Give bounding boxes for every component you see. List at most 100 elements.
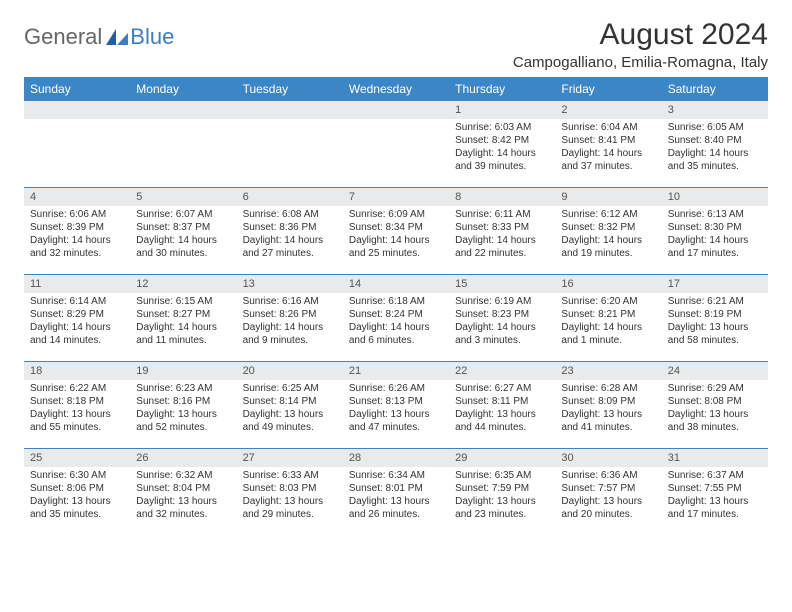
logo: General Blue bbox=[24, 18, 174, 50]
header: General Blue August 2024 Campogalliano, … bbox=[24, 18, 768, 71]
day-number bbox=[343, 101, 449, 119]
sunrise-text: Sunrise: 6:15 AM bbox=[136, 295, 230, 308]
day-cell bbox=[24, 101, 130, 187]
day-cell: 3Sunrise: 6:05 AMSunset: 8:40 PMDaylight… bbox=[662, 101, 768, 187]
day-number: 26 bbox=[130, 449, 236, 467]
daylight-text: Daylight: 14 hours and 3 minutes. bbox=[455, 321, 549, 347]
day-number: 22 bbox=[449, 362, 555, 380]
day-number: 16 bbox=[555, 275, 661, 293]
day-body bbox=[24, 119, 130, 125]
day-number: 11 bbox=[24, 275, 130, 293]
day-cell: 13Sunrise: 6:16 AMSunset: 8:26 PMDayligh… bbox=[237, 275, 343, 361]
day-cell: 21Sunrise: 6:26 AMSunset: 8:13 PMDayligh… bbox=[343, 362, 449, 448]
day-cell: 2Sunrise: 6:04 AMSunset: 8:41 PMDaylight… bbox=[555, 101, 661, 187]
day-body: Sunrise: 6:18 AMSunset: 8:24 PMDaylight:… bbox=[343, 293, 449, 351]
day-number: 9 bbox=[555, 188, 661, 206]
day-body: Sunrise: 6:23 AMSunset: 8:16 PMDaylight:… bbox=[130, 380, 236, 438]
weekday-header: Tuesday bbox=[237, 77, 343, 101]
sunset-text: Sunset: 8:13 PM bbox=[349, 395, 443, 408]
sunset-text: Sunset: 8:21 PM bbox=[561, 308, 655, 321]
sunset-text: Sunset: 8:29 PM bbox=[30, 308, 124, 321]
weekday-header: Saturday bbox=[662, 77, 768, 101]
day-cell: 18Sunrise: 6:22 AMSunset: 8:18 PMDayligh… bbox=[24, 362, 130, 448]
sunrise-text: Sunrise: 6:29 AM bbox=[668, 382, 762, 395]
day-number: 27 bbox=[237, 449, 343, 467]
daylight-text: Daylight: 14 hours and 19 minutes. bbox=[561, 234, 655, 260]
sunrise-text: Sunrise: 6:23 AM bbox=[136, 382, 230, 395]
day-number: 19 bbox=[130, 362, 236, 380]
daylight-text: Daylight: 13 hours and 17 minutes. bbox=[668, 495, 762, 521]
daylight-text: Daylight: 14 hours and 9 minutes. bbox=[243, 321, 337, 347]
day-body: Sunrise: 6:30 AMSunset: 8:06 PMDaylight:… bbox=[24, 467, 130, 525]
day-number: 20 bbox=[237, 362, 343, 380]
day-body: Sunrise: 6:05 AMSunset: 8:40 PMDaylight:… bbox=[662, 119, 768, 177]
daylight-text: Daylight: 14 hours and 17 minutes. bbox=[668, 234, 762, 260]
sunrise-text: Sunrise: 6:22 AM bbox=[30, 382, 124, 395]
day-body: Sunrise: 6:28 AMSunset: 8:09 PMDaylight:… bbox=[555, 380, 661, 438]
sunset-text: Sunset: 8:41 PM bbox=[561, 134, 655, 147]
day-cell: 27Sunrise: 6:33 AMSunset: 8:03 PMDayligh… bbox=[237, 449, 343, 535]
day-number: 10 bbox=[662, 188, 768, 206]
day-number: 4 bbox=[24, 188, 130, 206]
day-cell bbox=[237, 101, 343, 187]
daylight-text: Daylight: 14 hours and 25 minutes. bbox=[349, 234, 443, 260]
day-cell: 15Sunrise: 6:19 AMSunset: 8:23 PMDayligh… bbox=[449, 275, 555, 361]
day-body: Sunrise: 6:35 AMSunset: 7:59 PMDaylight:… bbox=[449, 467, 555, 525]
sunset-text: Sunset: 8:30 PM bbox=[668, 221, 762, 234]
sunrise-text: Sunrise: 6:35 AM bbox=[455, 469, 549, 482]
day-cell: 23Sunrise: 6:28 AMSunset: 8:09 PMDayligh… bbox=[555, 362, 661, 448]
daylight-text: Daylight: 13 hours and 29 minutes. bbox=[243, 495, 337, 521]
day-number: 17 bbox=[662, 275, 768, 293]
sunset-text: Sunset: 8:18 PM bbox=[30, 395, 124, 408]
day-number: 7 bbox=[343, 188, 449, 206]
sunset-text: Sunset: 7:55 PM bbox=[668, 482, 762, 495]
daylight-text: Daylight: 13 hours and 49 minutes. bbox=[243, 408, 337, 434]
sunrise-text: Sunrise: 6:34 AM bbox=[349, 469, 443, 482]
day-cell: 12Sunrise: 6:15 AMSunset: 8:27 PMDayligh… bbox=[130, 275, 236, 361]
daylight-text: Daylight: 14 hours and 37 minutes. bbox=[561, 147, 655, 173]
day-body: Sunrise: 6:03 AMSunset: 8:42 PMDaylight:… bbox=[449, 119, 555, 177]
sunrise-text: Sunrise: 6:06 AM bbox=[30, 208, 124, 221]
sunrise-text: Sunrise: 6:05 AM bbox=[668, 121, 762, 134]
day-number: 25 bbox=[24, 449, 130, 467]
day-number bbox=[24, 101, 130, 119]
daylight-text: Daylight: 13 hours and 47 minutes. bbox=[349, 408, 443, 434]
sunrise-text: Sunrise: 6:28 AM bbox=[561, 382, 655, 395]
sunrise-text: Sunrise: 6:04 AM bbox=[561, 121, 655, 134]
day-number: 30 bbox=[555, 449, 661, 467]
week-row: 4Sunrise: 6:06 AMSunset: 8:39 PMDaylight… bbox=[24, 187, 768, 274]
day-body bbox=[343, 119, 449, 125]
day-cell: 10 Sunrise: 6:13 AMSunset: 8:30 PMDayligh… bbox=[662, 188, 768, 274]
sunrise-text: Sunrise: 6:26 AM bbox=[349, 382, 443, 395]
day-body: Sunrise: 6:22 AMSunset: 8:18 PMDaylight:… bbox=[24, 380, 130, 438]
logo-sail-icon bbox=[106, 29, 128, 45]
day-body: Sunrise: 6:08 AMSunset: 8:36 PMDaylight:… bbox=[237, 206, 343, 264]
week-row: 25Sunrise: 6:30 AMSunset: 8:06 PMDayligh… bbox=[24, 448, 768, 535]
daylight-text: Daylight: 13 hours and 55 minutes. bbox=[30, 408, 124, 434]
sunrise-text: Sunrise: 6:20 AM bbox=[561, 295, 655, 308]
sunset-text: Sunset: 8:33 PM bbox=[455, 221, 549, 234]
day-body bbox=[237, 119, 343, 125]
weekday-header: Wednesday bbox=[343, 77, 449, 101]
daylight-text: Daylight: 14 hours and 35 minutes. bbox=[668, 147, 762, 173]
day-cell: 19Sunrise: 6:23 AMSunset: 8:16 PMDayligh… bbox=[130, 362, 236, 448]
daylight-text: Daylight: 13 hours and 26 minutes. bbox=[349, 495, 443, 521]
sunset-text: Sunset: 8:19 PM bbox=[668, 308, 762, 321]
sunrise-text: Sunrise: 6:12 AM bbox=[561, 208, 655, 221]
sunset-text: Sunset: 8:27 PM bbox=[136, 308, 230, 321]
sunrise-text: Sunrise: 6:25 AM bbox=[243, 382, 337, 395]
day-body: Sunrise: 6:06 AMSunset: 8:39 PMDaylight:… bbox=[24, 206, 130, 264]
daylight-text: Daylight: 13 hours and 23 minutes. bbox=[455, 495, 549, 521]
day-cell: 17Sunrise: 6:21 AMSunset: 8:19 PMDayligh… bbox=[662, 275, 768, 361]
sunrise-text: Sunrise: 6:07 AM bbox=[136, 208, 230, 221]
sunrise-text: Sunrise: 6:33 AM bbox=[243, 469, 337, 482]
day-number bbox=[237, 101, 343, 119]
sunrise-text: Sunrise: 6:32 AM bbox=[136, 469, 230, 482]
sunrise-text: Sunrise: 6:09 AM bbox=[349, 208, 443, 221]
daylight-text: Daylight: 14 hours and 1 minute. bbox=[561, 321, 655, 347]
day-cell: 9Sunrise: 6:12 AMSunset: 8:32 PMDaylight… bbox=[555, 188, 661, 274]
day-body: Sunrise: 6:20 AMSunset: 8:21 PMDaylight:… bbox=[555, 293, 661, 351]
sunset-text: Sunset: 8:42 PM bbox=[455, 134, 549, 147]
day-number: 24 bbox=[662, 362, 768, 380]
sunrise-text: Sunrise: 6:13 AM bbox=[668, 208, 762, 221]
